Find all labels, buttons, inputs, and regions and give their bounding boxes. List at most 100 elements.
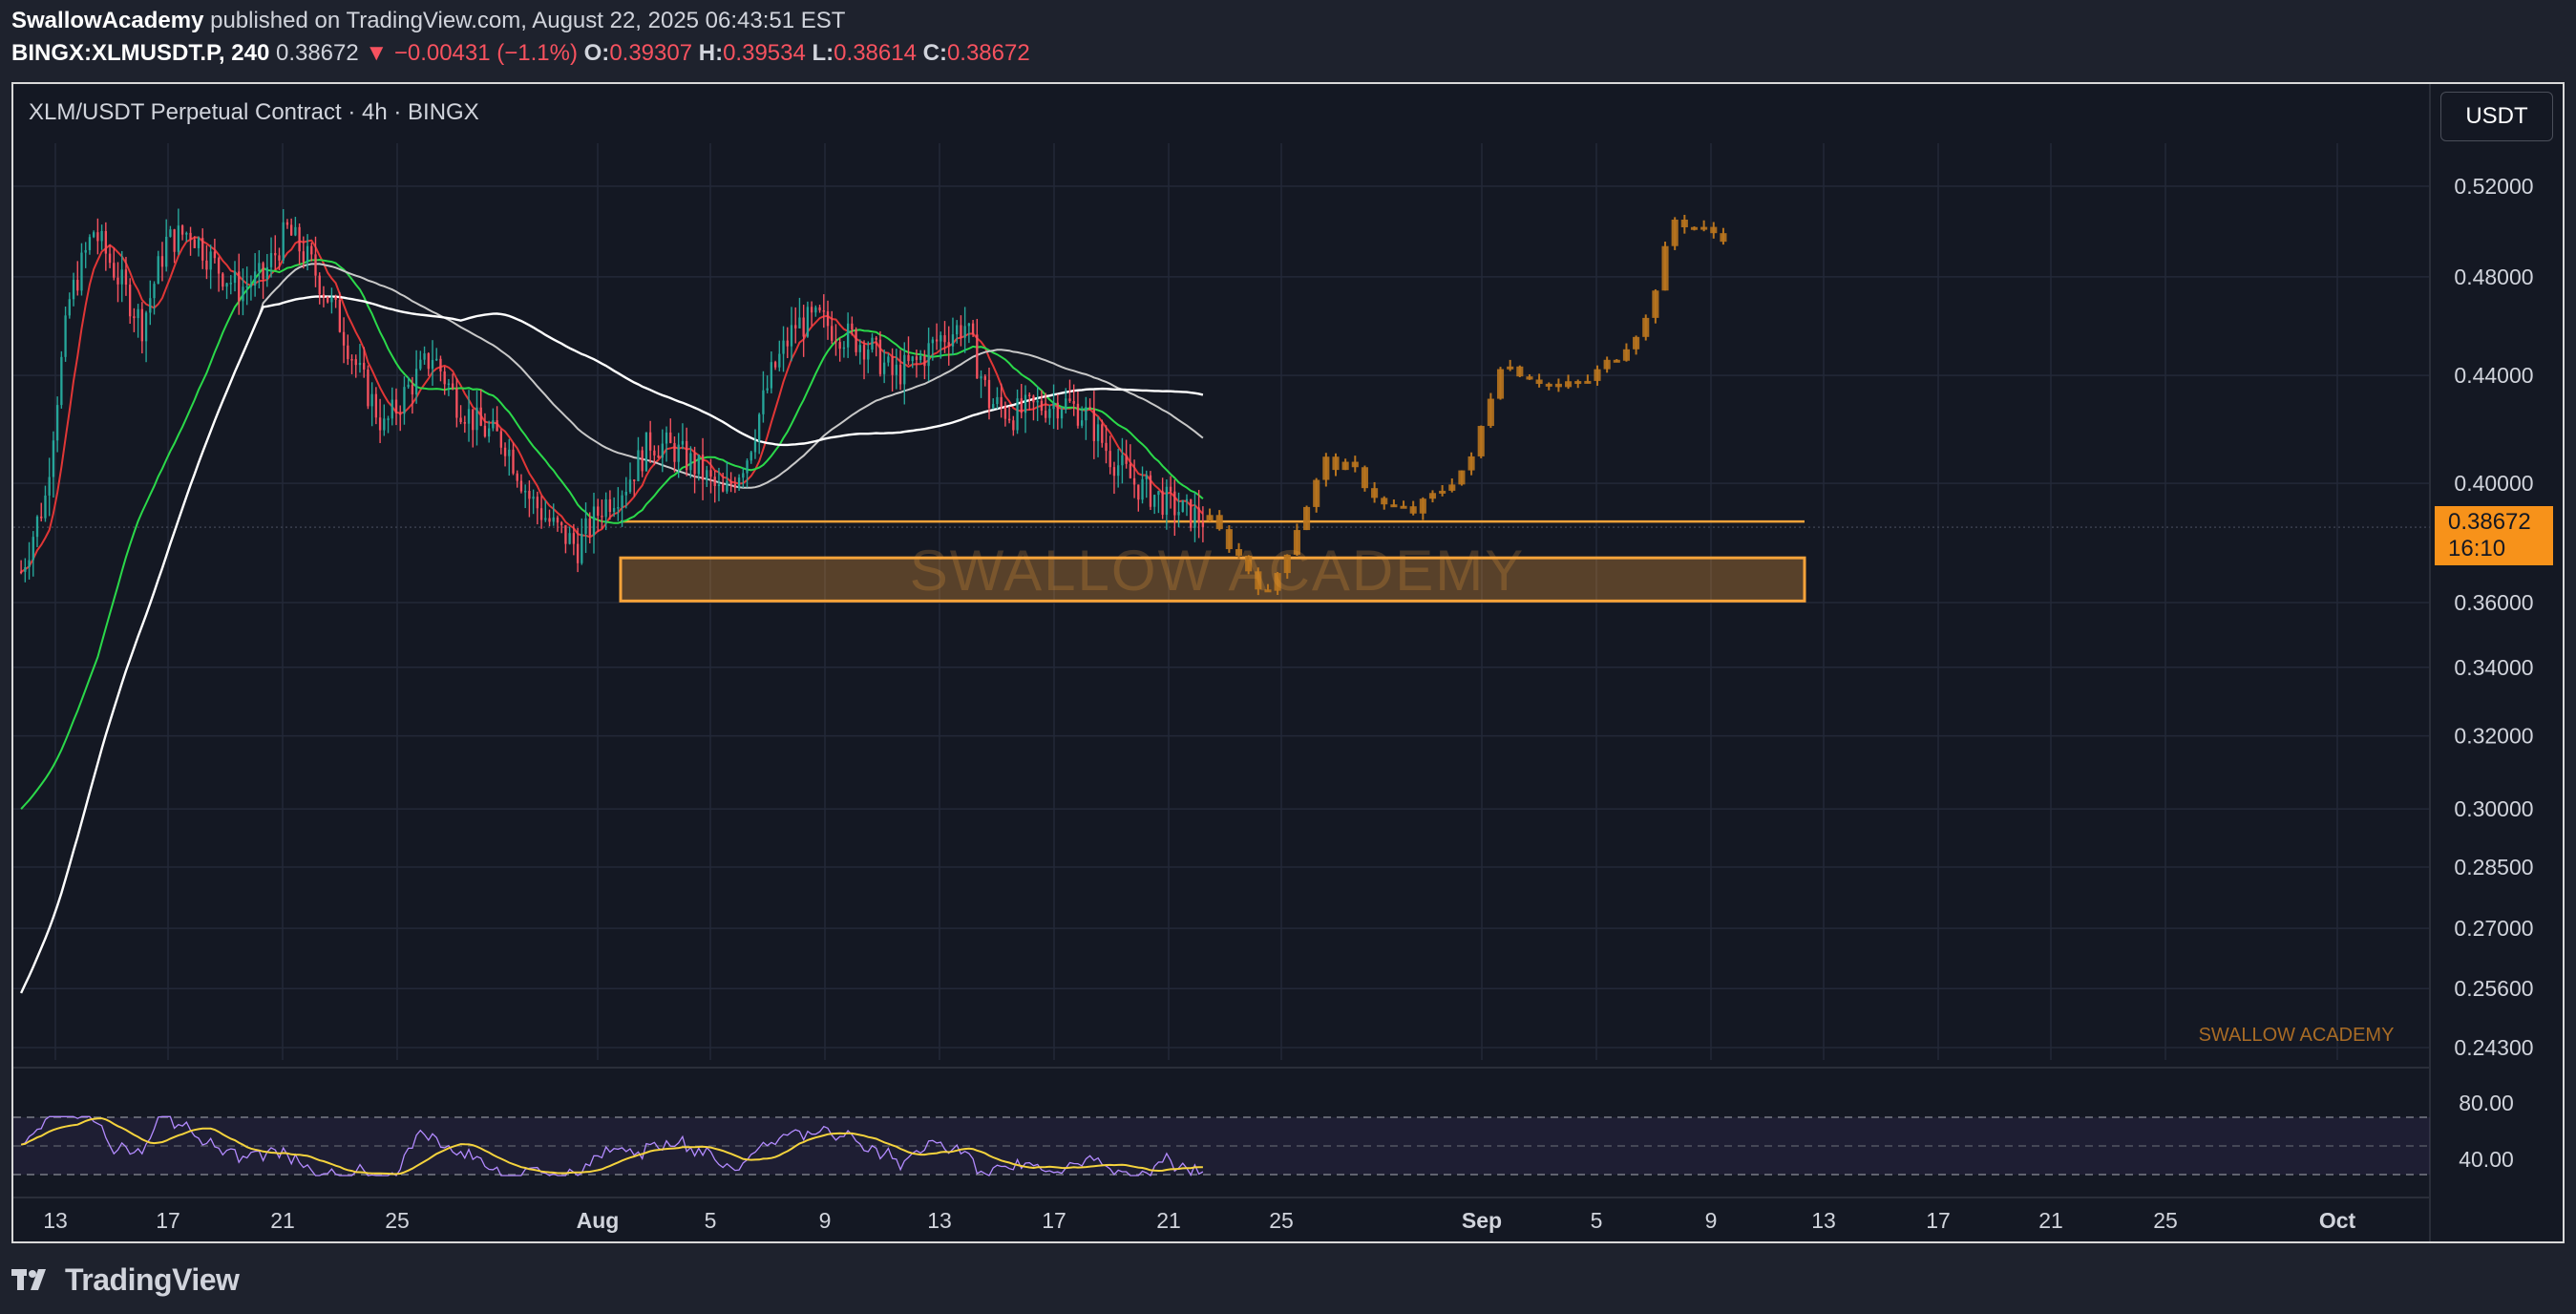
candle-body xyxy=(443,371,446,385)
projection-body xyxy=(1390,504,1398,508)
x-tick-label: 17 xyxy=(1042,1208,1066,1233)
moving-averages xyxy=(20,236,1204,994)
candle-body xyxy=(919,355,922,360)
symbol-label[interactable]: BINGX:XLMUSDT.P, 240 xyxy=(11,40,270,66)
candle-body xyxy=(451,383,454,389)
candle-body xyxy=(129,285,132,317)
candle-body xyxy=(1161,491,1164,516)
candle-body xyxy=(572,533,576,544)
ohlc-legend: BINGX:XLMUSDT.P, 240 0.38672 ▼ −0.00431 … xyxy=(11,40,1030,67)
projection-candles xyxy=(1206,214,1727,596)
candle-body xyxy=(68,299,71,316)
candle-body xyxy=(310,245,313,255)
projection-body xyxy=(1661,245,1669,291)
candle-body xyxy=(697,455,700,475)
candle-body xyxy=(1197,507,1200,523)
candle-body xyxy=(742,473,745,478)
candle-body xyxy=(427,353,430,370)
candle-body xyxy=(350,359,353,361)
candle-body xyxy=(32,537,34,561)
candle-body xyxy=(455,388,458,418)
x-tick-label: 13 xyxy=(1811,1208,1836,1233)
candle-body xyxy=(160,256,164,267)
candle-body xyxy=(439,358,442,371)
projection-body xyxy=(1439,490,1446,494)
projection-body xyxy=(1428,493,1437,499)
projection-body xyxy=(1419,498,1426,514)
candle-body xyxy=(294,226,297,236)
candle-body xyxy=(318,275,321,295)
footer-brand[interactable]: TradingView xyxy=(11,1259,240,1301)
candle-body xyxy=(60,356,63,406)
currency-button[interactable]: USDT xyxy=(2440,92,2553,141)
candle-body xyxy=(576,543,580,563)
candle-body xyxy=(637,450,640,481)
candle-body xyxy=(387,418,390,420)
candle-body xyxy=(116,277,119,285)
candle-body xyxy=(92,232,95,238)
candle-body xyxy=(399,413,402,415)
projection-body xyxy=(1351,461,1359,468)
candle-body xyxy=(209,251,212,270)
projection-body xyxy=(1303,506,1311,531)
candle-body xyxy=(1065,398,1067,410)
candle-body xyxy=(1048,409,1051,418)
candle-body xyxy=(556,517,560,523)
candle-body xyxy=(818,307,821,311)
candle-body xyxy=(1117,465,1120,477)
candle-body xyxy=(834,340,837,343)
candle-body xyxy=(971,323,975,335)
candle-body xyxy=(814,307,817,313)
candle-body xyxy=(104,230,107,254)
y-tick-label: 0.52000 xyxy=(2454,174,2533,199)
candle-body xyxy=(177,225,180,252)
rsi-ma-line xyxy=(20,1117,1203,1176)
projection-body xyxy=(1313,479,1320,507)
x-tick-label: 17 xyxy=(1926,1208,1951,1233)
candle-body xyxy=(842,347,846,350)
projection-body xyxy=(1255,571,1262,590)
candle-body xyxy=(378,417,382,431)
candle-body xyxy=(677,444,680,462)
candle-body xyxy=(1068,398,1071,402)
candle-body xyxy=(746,460,749,474)
x-tick-label: 25 xyxy=(1269,1208,1294,1233)
candle-body xyxy=(100,230,103,242)
chart-grid xyxy=(13,84,2431,1241)
y-tick-label: 0.34000 xyxy=(2454,655,2533,680)
candle-body xyxy=(40,516,43,519)
projection-body xyxy=(1283,554,1291,574)
projection-body xyxy=(1584,380,1592,384)
candle-body xyxy=(327,296,329,303)
candle-body xyxy=(935,339,939,342)
author-name[interactable]: SwallowAcademy xyxy=(11,8,204,33)
candle-body xyxy=(976,334,979,379)
candle-body xyxy=(1020,398,1023,413)
candle-body xyxy=(334,296,337,300)
candle-body xyxy=(108,253,112,264)
candle-body xyxy=(588,518,591,536)
candle-body xyxy=(1109,451,1111,468)
candle-body xyxy=(648,432,652,451)
projection-body xyxy=(1516,366,1524,377)
x-tick-label: 25 xyxy=(385,1208,410,1233)
candle-body xyxy=(867,350,870,360)
candle-body xyxy=(758,413,761,442)
candle-body xyxy=(729,480,732,485)
candle-body xyxy=(302,251,305,263)
rsi-panel: 80.00 40.00 xyxy=(13,1091,2514,1176)
candle-body xyxy=(217,258,221,274)
candle-body xyxy=(1137,484,1140,500)
candle-body xyxy=(394,399,398,413)
candle-body xyxy=(1072,401,1075,404)
candle-body xyxy=(411,384,414,395)
y-tick-label: 0.40000 xyxy=(2454,471,2533,496)
chart-frame[interactable] xyxy=(11,82,2565,1243)
projection-body xyxy=(1477,426,1485,456)
candle-body xyxy=(911,356,914,362)
y-tick-label: 0.36000 xyxy=(2454,590,2533,615)
candle-body xyxy=(463,422,466,424)
projection-body xyxy=(1487,398,1494,427)
candle-body xyxy=(383,418,386,431)
